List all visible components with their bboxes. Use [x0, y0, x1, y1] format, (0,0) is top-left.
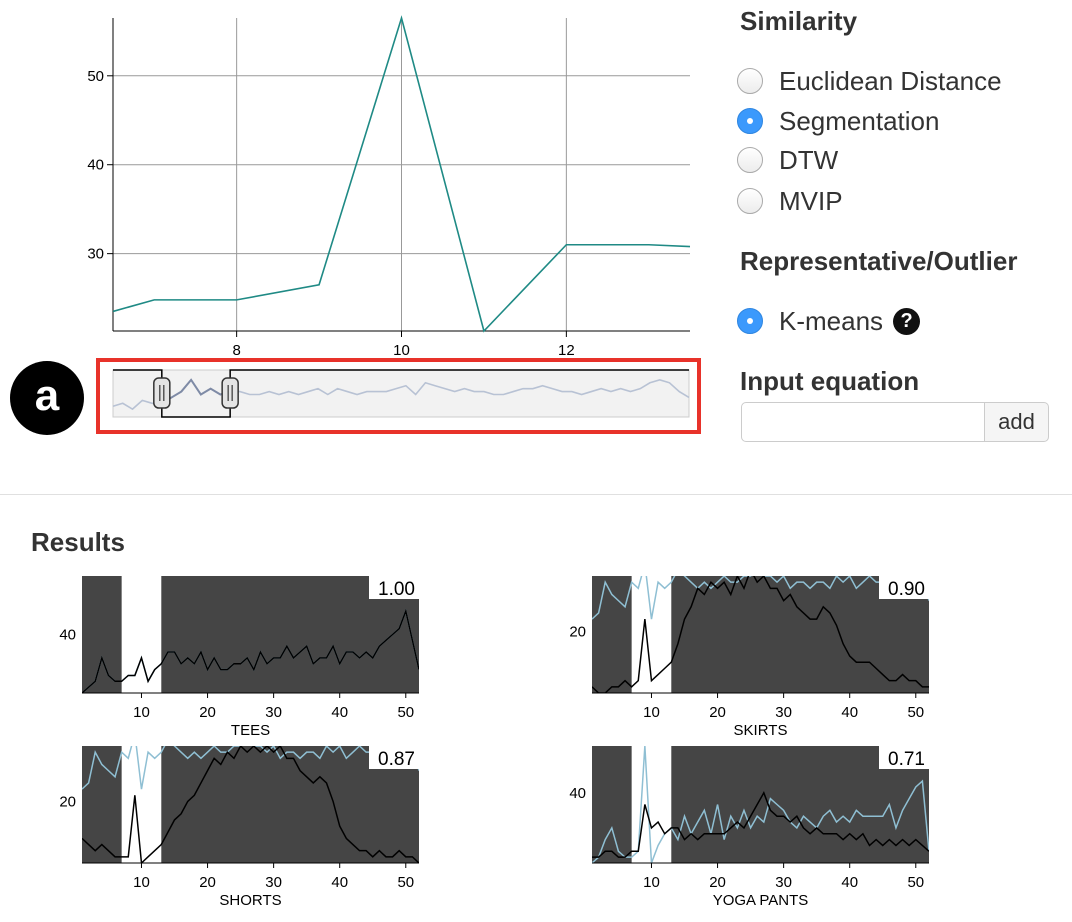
chart-category-label: YOGA PANTS [713, 892, 809, 909]
x-tick-label: 20 [199, 874, 216, 891]
result-chart-skirts[interactable]: 0.90 10 20 30 40 50 20 SKIRTS [540, 570, 940, 750]
similarity-title: Similarity [740, 6, 858, 36]
x-tick-label: 12 [558, 342, 575, 359]
highlight-box [96, 358, 701, 434]
plot-area [82, 746, 419, 863]
radio-label: DTW [779, 144, 839, 175]
result-chart-tees[interactable]: 1.00 10 20 30 40 50 40 TEES [30, 570, 430, 750]
radio-button-checked[interactable] [737, 108, 763, 134]
y-tick-label: 30 [87, 246, 104, 263]
series-line [112, 15, 691, 333]
radio-button[interactable] [737, 188, 763, 214]
y-tick-label: 40 [569, 785, 586, 802]
unmasked-window [631, 746, 672, 863]
y-tick-label: 50 [87, 68, 104, 85]
score-box [369, 576, 419, 599]
radio-button[interactable] [737, 68, 763, 94]
x-tick-label: 50 [907, 704, 924, 721]
x-tick-label: 50 [907, 874, 924, 891]
similarity-score: 0.87 [378, 749, 415, 770]
score-box [879, 576, 929, 599]
x-tick-label: 30 [775, 704, 792, 721]
representative-title: Representative/Outlier [740, 246, 1018, 276]
y-tick-label: 40 [59, 627, 76, 644]
score-box [369, 746, 419, 769]
radio-kmeans[interactable]: K-means ? [737, 304, 921, 338]
plot-area [592, 746, 929, 863]
annotation-badge: a [10, 361, 84, 435]
help-icon[interactable]: ? [893, 307, 921, 335]
brush-outline [113, 369, 689, 418]
radio-label: Segmentation [779, 105, 940, 136]
x-tick-label: 20 [709, 704, 726, 721]
brush-handle[interactable] [221, 377, 239, 409]
result-line [82, 746, 419, 863]
brush-selected-line [161, 378, 231, 405]
x-tick-label: 40 [841, 874, 858, 891]
equation-input[interactable] [741, 402, 985, 442]
query-line [592, 746, 929, 863]
overview-background [112, 369, 690, 418]
add-button[interactable]: add [985, 402, 1049, 442]
main-line-chart: 8 10 12 30 40 50 [87, 15, 691, 359]
query-line [82, 746, 419, 790]
x-tick-label: 10 [133, 874, 150, 891]
similarity-score: 1.00 [378, 579, 415, 600]
x-tick-label: 50 [397, 874, 414, 891]
result-line [592, 576, 929, 693]
radio-dtw[interactable]: DTW [737, 143, 838, 177]
x-tick-label: 30 [775, 874, 792, 891]
x-tick-label: 40 [331, 704, 348, 721]
similarity-score: 0.71 [888, 749, 925, 770]
x-tick-label: 20 [199, 704, 216, 721]
chart-category-label: SHORTS [219, 892, 281, 909]
x-tick-label: 40 [331, 874, 348, 891]
equation-title: Input equation [740, 366, 920, 396]
x-tick-label: 50 [397, 704, 414, 721]
result-chart-yoga-pants[interactable]: 0.71 10 20 30 40 50 40 YOGA PANTS [540, 740, 940, 920]
chart-category-label: TEES [231, 722, 270, 739]
radio-label: MVIP [779, 185, 843, 216]
plot-area [592, 576, 929, 693]
query-line [592, 576, 929, 620]
result-line [592, 791, 929, 858]
radio-segmentation[interactable]: Segmentation [737, 104, 939, 138]
x-tick-label: 10 [643, 704, 660, 721]
y-tick-label: 20 [569, 623, 586, 640]
x-tick-label: 10 [643, 874, 660, 891]
y-tick-label: 40 [87, 157, 104, 174]
radio-button-checked[interactable] [737, 308, 763, 334]
x-tick-label: 30 [265, 704, 282, 721]
radio-euclidean-distance[interactable]: Euclidean Distance [737, 64, 1002, 98]
x-tick-label: 20 [709, 874, 726, 891]
overview-brush-chart[interactable] [0, 355, 720, 435]
radio-button[interactable] [737, 147, 763, 173]
x-tick-label: 10 [393, 342, 410, 359]
results-title: Results [31, 527, 125, 557]
x-tick-label: 30 [265, 874, 282, 891]
similarity-score: 0.90 [888, 579, 925, 600]
x-tick-label: 10 [133, 704, 150, 721]
x-tick-label: 40 [841, 704, 858, 721]
score-box [879, 746, 929, 769]
radio-label: Euclidean Distance [779, 65, 1002, 96]
unmasked-window [631, 576, 672, 693]
chart-category-label: SKIRTS [734, 722, 788, 739]
unmasked-window [121, 746, 162, 863]
unmasked-window [121, 576, 162, 693]
section-divider [0, 494, 1072, 495]
y-tick-label: 20 [59, 793, 76, 810]
brush-handle[interactable] [153, 377, 171, 409]
x-tick-label: 8 [232, 342, 240, 359]
result-line [82, 608, 419, 693]
plot-area [82, 608, 419, 693]
radio-mvip[interactable]: MVIP [737, 184, 843, 218]
radio-label: K-means [779, 305, 884, 336]
